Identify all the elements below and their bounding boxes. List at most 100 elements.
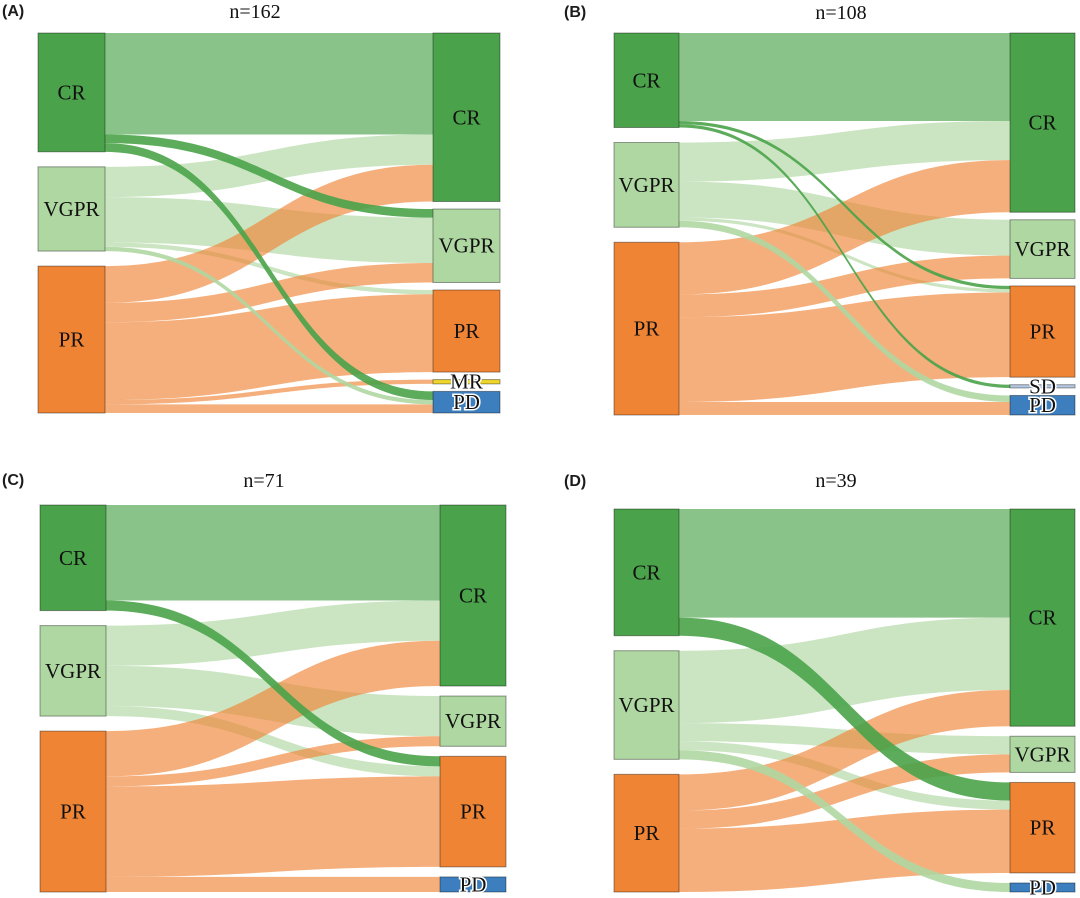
node-right-mr [432, 379, 501, 385]
node-label-left-pr: PR [59, 328, 85, 352]
node-right-pr [432, 289, 501, 373]
link-cr-to-vgpr [105, 134, 433, 218]
link-vgpr-to-cr [106, 600, 440, 666]
node-label-left-vgpr: VGPR [43, 197, 99, 221]
node-label-right-cr: CR [459, 584, 487, 608]
link-cr-to-cr [679, 33, 1010, 121]
link-pr-to-cr [106, 640, 440, 777]
link-pr-to-pr [106, 776, 440, 877]
node-label-right-vgpr: VGPR [1014, 237, 1070, 261]
node-left-vgpr [613, 650, 680, 760]
node-label-left-cr: CR [59, 546, 87, 570]
sankey-panel-d: CR VGPR PR CR VGPR PR PD [613, 508, 1076, 898]
node-right-pd [432, 390, 501, 414]
node-left-pr [613, 773, 680, 893]
link-vgpr-to-pd [105, 246, 433, 405]
link-vgpr-to-pd [679, 750, 1010, 892]
node-label-right-mr: MR [450, 370, 483, 394]
link-cr-to-pr [679, 617, 1010, 801]
panel-title-c: n=71 [243, 470, 285, 492]
node-label-left-vgpr: VGPR [618, 693, 674, 717]
link-pr-to-cr [679, 690, 1010, 811]
node-right-vgpr [1009, 219, 1076, 279]
node-left-cr [39, 504, 107, 612]
node-right-pd [1009, 882, 1076, 893]
node-label-right-sd: SD [1029, 374, 1056, 398]
node-label-right-pr: PR [460, 800, 486, 824]
link-pr-to-cr [105, 164, 433, 303]
node-label-right-vgpr: VGPR [1014, 742, 1070, 766]
link-vgpr-to-pd [679, 220, 1010, 402]
node-left-pr [39, 730, 107, 893]
node-right-sd [1009, 384, 1076, 389]
node-left-vgpr [613, 142, 680, 228]
node-right-vgpr [1009, 735, 1076, 773]
node-left-pr [613, 241, 680, 416]
link-pr-to-cr [679, 160, 1010, 295]
node-right-cr [1009, 32, 1076, 213]
node-left-pr [37, 265, 106, 414]
node-right-pd [439, 876, 507, 893]
link-cr-to-pr [679, 121, 1010, 290]
node-right-vgpr [432, 208, 501, 283]
sankey-panel-c: CR VGPR PR CR VGPR PR PD [39, 504, 507, 898]
node-label-right-pd: PD [1029, 393, 1056, 417]
link-vgpr-to-pr [679, 741, 1010, 810]
panel-label-c: (C) [2, 472, 25, 489]
panel-label-b: (B) [564, 4, 587, 21]
link-pr-to-pd [679, 401, 1010, 415]
panel-label-a: (A) [2, 3, 25, 20]
node-right-pd [1009, 394, 1076, 416]
link-pr-to-pd [105, 404, 433, 413]
node-right-cr [1009, 508, 1076, 727]
node-label-right-cr: CR [452, 105, 480, 129]
panel-title-a: n=162 [229, 1, 281, 23]
node-label-left-cr: CR [57, 80, 85, 104]
node-left-cr [613, 32, 680, 129]
node-left-cr [613, 508, 680, 637]
link-cr-to-pr [106, 600, 440, 767]
panel-title-b: n=108 [815, 2, 867, 24]
node-left-vgpr [37, 166, 106, 252]
link-cr-to-cr [105, 33, 433, 135]
link-vgpr-to-cr [105, 134, 433, 198]
node-label-right-vgpr: VGPR [438, 234, 494, 258]
node-right-cr [432, 32, 501, 203]
link-pr-to-vgpr [105, 263, 433, 323]
link-vgpr-to-pr [106, 706, 440, 777]
node-label-left-vgpr: VGPR [45, 659, 101, 683]
node-right-pr [439, 755, 507, 868]
node-label-right-pd: PD [453, 390, 480, 414]
link-cr-to-cr [106, 505, 440, 601]
node-right-cr [439, 504, 507, 687]
panel-title-d: n=39 [815, 470, 857, 492]
node-right-vgpr [439, 695, 507, 747]
node-left-vgpr [39, 625, 107, 717]
link-pr-to-pd [106, 876, 440, 892]
node-label-right-cr: CR [1028, 606, 1056, 630]
node-label-right-pr: PR [1030, 816, 1056, 840]
node-label-right-pd: PD [1029, 875, 1056, 898]
node-label-right-pr: PR [454, 319, 480, 343]
link-cr-to-pd [105, 143, 433, 401]
node-label-right-pr: PR [1030, 320, 1056, 344]
link-cr-to-sd [679, 124, 1010, 388]
node-label-right-cr: CR [1028, 111, 1056, 135]
node-left-cr [37, 32, 106, 153]
node-label-left-pr: PR [634, 317, 660, 341]
node-label-left-pr: PR [60, 800, 86, 824]
node-label-left-cr: CR [632, 560, 660, 584]
node-label-left-pr: PR [634, 821, 660, 845]
panel-label-d: (D) [564, 473, 587, 490]
link-cr-to-cr [679, 509, 1010, 618]
node-label-right-pd: PD [460, 872, 487, 896]
node-label-left-vgpr: VGPR [618, 173, 674, 197]
node-right-pr [1009, 781, 1076, 874]
node-label-right-vgpr: VGPR [445, 709, 501, 733]
link-pr-to-pr [679, 292, 1010, 402]
node-label-left-cr: CR [632, 68, 660, 92]
